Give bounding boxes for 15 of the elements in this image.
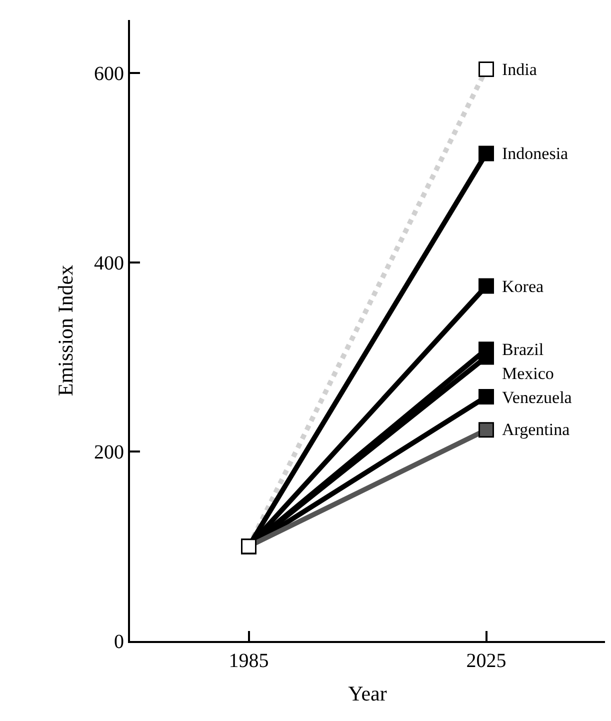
series-label: Argentina bbox=[502, 420, 570, 439]
x-tick-label: 1985 bbox=[228, 650, 269, 672]
y-axis-title: Emission Index bbox=[54, 264, 78, 396]
series-label: Brazil bbox=[502, 340, 544, 359]
x-axis-title: Year bbox=[348, 682, 387, 706]
series-label: Indonesia bbox=[502, 144, 569, 163]
series-label: Mexico bbox=[502, 364, 554, 383]
series-label: Venezuela bbox=[502, 388, 572, 407]
y-tick-label: 400 bbox=[94, 252, 124, 274]
series-label: India bbox=[502, 60, 538, 79]
y-tick-label: 600 bbox=[94, 63, 124, 86]
y-tick-label: 200 bbox=[94, 442, 124, 464]
y-tick-label: 0 bbox=[114, 631, 124, 653]
x-tick-label: 2025 bbox=[466, 650, 506, 672]
series-label: Korea bbox=[502, 277, 544, 296]
